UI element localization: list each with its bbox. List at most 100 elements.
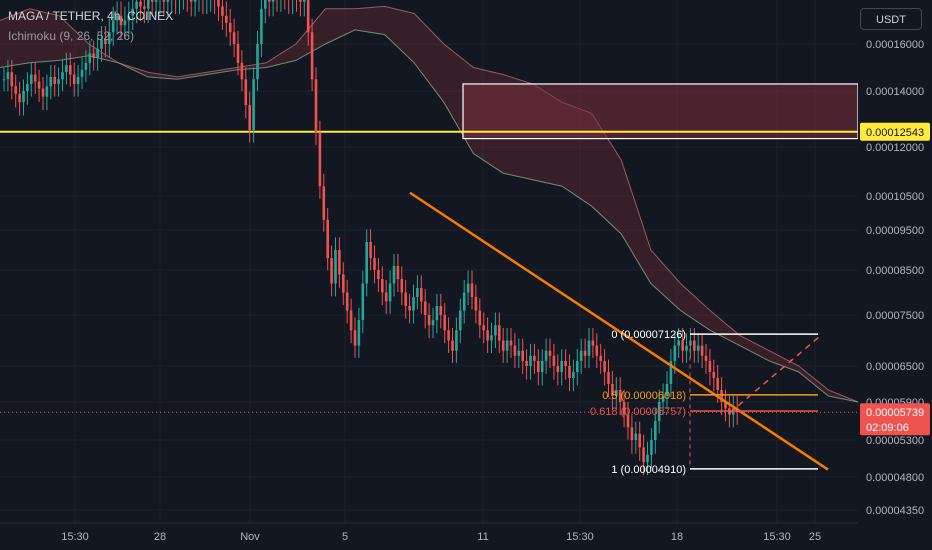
candle xyxy=(521,350,524,361)
candle xyxy=(80,69,84,77)
candle xyxy=(14,86,17,94)
descending-trendline xyxy=(409,191,829,471)
candle xyxy=(533,355,536,361)
time-tick-label: 5 xyxy=(342,531,348,543)
candle xyxy=(147,0,150,9)
candle xyxy=(583,350,587,356)
candle xyxy=(22,91,25,103)
candle xyxy=(104,39,107,44)
candle xyxy=(443,315,446,331)
candle xyxy=(607,372,610,384)
time-tick-label: Nov xyxy=(240,531,260,543)
candle xyxy=(408,306,411,311)
time-tick-label: 15:30 xyxy=(61,531,89,543)
candle xyxy=(306,0,310,33)
candle xyxy=(314,79,318,133)
candle xyxy=(556,366,560,372)
candle xyxy=(677,340,680,346)
candle xyxy=(615,390,618,396)
candle xyxy=(6,72,10,80)
candle xyxy=(552,355,556,366)
candle xyxy=(634,433,638,440)
time-tick-label: 11 xyxy=(477,531,488,543)
candle xyxy=(669,360,673,384)
candle xyxy=(568,366,571,378)
candle xyxy=(26,83,29,91)
candle xyxy=(264,0,267,9)
candle xyxy=(150,0,154,2)
candle xyxy=(299,0,302,2)
candle xyxy=(540,360,544,372)
fib-level-label: 0.618 (0.00005757) xyxy=(590,406,686,418)
candle xyxy=(310,32,314,80)
candle xyxy=(345,292,349,311)
candle xyxy=(69,65,72,75)
candle xyxy=(37,81,41,89)
price-tick-label: 0.00012000 xyxy=(866,142,924,154)
fib-level-label: 1 (0.00004910) xyxy=(611,464,686,476)
resistance-zone xyxy=(462,83,859,140)
candle xyxy=(240,62,244,80)
indicator-label[interactable]: Ichimoku (9, 26, 52, 26) xyxy=(8,29,135,43)
candle xyxy=(396,266,400,279)
candle xyxy=(248,105,251,131)
price-tick-label: 0.00007500 xyxy=(866,310,924,322)
candle xyxy=(377,270,380,279)
candle xyxy=(400,279,404,293)
candle xyxy=(595,345,599,356)
candle xyxy=(33,74,37,82)
candle xyxy=(127,15,131,21)
time-tick-label: 15:30 xyxy=(763,531,791,543)
candle xyxy=(494,325,497,336)
candle xyxy=(505,340,509,351)
time-tick-label: 28 xyxy=(154,531,166,543)
price-tick-label: 0.00014000 xyxy=(866,86,924,98)
candle xyxy=(45,86,49,97)
candle xyxy=(724,402,727,409)
currency-selector[interactable]: USDT xyxy=(860,8,922,30)
candle xyxy=(423,301,427,315)
candle xyxy=(466,283,470,293)
current-price-tag xyxy=(860,403,930,436)
candle xyxy=(338,250,341,275)
ichimoku-cloud xyxy=(0,6,858,403)
candle xyxy=(256,44,259,80)
time-tick-label: 18 xyxy=(671,531,683,543)
candle xyxy=(412,297,415,311)
candle xyxy=(431,320,435,326)
candle xyxy=(2,79,6,81)
candle xyxy=(49,76,53,87)
candle xyxy=(599,355,602,361)
candle xyxy=(361,283,365,321)
candle xyxy=(373,258,376,270)
candle xyxy=(708,360,712,372)
candle xyxy=(76,76,80,84)
candle xyxy=(490,335,493,341)
candle xyxy=(162,0,166,2)
candle xyxy=(384,292,388,302)
candle xyxy=(459,310,462,331)
candle xyxy=(654,421,657,440)
candle xyxy=(693,340,696,351)
candle xyxy=(57,79,60,84)
candle xyxy=(572,372,575,378)
candle xyxy=(225,15,228,23)
price-tick-label: 0.00008500 xyxy=(866,265,924,277)
candle xyxy=(221,6,224,16)
candle xyxy=(271,0,275,2)
candle xyxy=(228,22,232,33)
candle xyxy=(544,350,548,361)
candle xyxy=(100,39,103,49)
candle xyxy=(673,345,677,361)
horizontal-line-value: 0.00012543 xyxy=(866,127,924,139)
candle xyxy=(131,8,134,16)
candle xyxy=(478,310,482,326)
price-tick-label: 0.00006500 xyxy=(866,361,924,373)
price-tick-label: 0.00004350 xyxy=(866,505,924,517)
candle xyxy=(447,330,450,341)
bar-countdown: 02:09:06 xyxy=(866,422,909,434)
candle xyxy=(88,53,92,63)
price-tick-label: 0.00016000 xyxy=(866,39,924,51)
candle xyxy=(244,79,248,105)
